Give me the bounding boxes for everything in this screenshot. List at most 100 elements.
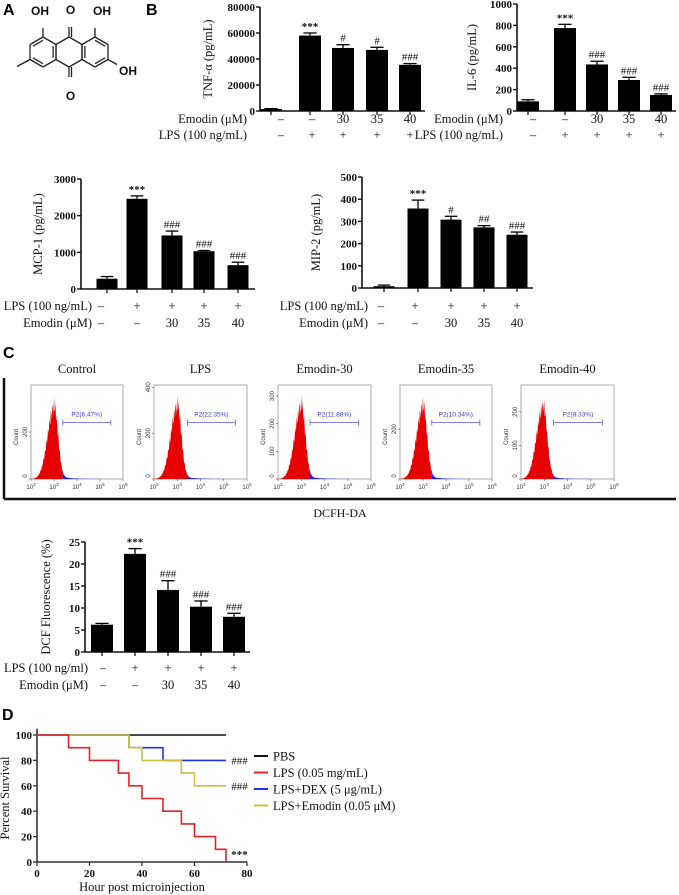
treatment-value: 35 <box>195 678 208 692</box>
double-bond <box>32 57 44 65</box>
x-tick-exponent: 6 <box>125 482 128 487</box>
treatment-value: 40 <box>404 112 417 126</box>
treatment-value: 30 <box>591 112 604 126</box>
significance-label: # <box>374 35 380 47</box>
y-tick-label: 60 <box>21 781 33 793</box>
x-tick-label: 20 <box>84 868 96 880</box>
bar-chart-mcp1: 0 1000 2000 3000 MCP-1 (pg/mL) *** ### ### ### LP… <box>4 174 255 330</box>
y-axis-label: IL-6 (pg/mL) <box>465 24 479 91</box>
treatment-value: + <box>168 299 175 313</box>
treatment-value: 35 <box>623 112 636 126</box>
x-tick-base: 10 <box>273 485 280 491</box>
atom-label: O <box>66 3 75 17</box>
y-tick-label: 40 <box>21 806 33 818</box>
treatment-value: + <box>197 661 204 675</box>
y-tick-label: 500 <box>341 172 358 184</box>
x-tick-base: 10 <box>563 485 570 491</box>
y-tick-label: 300 <box>341 216 358 228</box>
treatment-value: – <box>411 316 419 330</box>
y-axis-label: Count <box>14 429 20 445</box>
x-tick-exponent: 4 <box>570 482 573 487</box>
treatment-row-label: Emodin (μM) <box>23 316 92 330</box>
x-tick-base: 10 <box>297 485 304 491</box>
histogram-area-below-gate <box>278 395 311 479</box>
bar <box>227 265 249 289</box>
bond <box>68 58 83 68</box>
x-tick-label: 104 <box>441 482 451 491</box>
y-tick-label: 5 <box>75 625 81 637</box>
bond <box>81 36 96 46</box>
x-tick-base: 10 <box>219 485 226 491</box>
x-tick-label: 104 <box>320 482 330 491</box>
treatment-value: + <box>480 299 487 313</box>
histogram-area-below-gate <box>521 399 554 479</box>
y-axis-label: MCP-1 (pg/mL) <box>31 193 45 275</box>
gate-label: P2(22.35%) <box>194 412 228 419</box>
significance-label: *** <box>127 537 144 549</box>
y-tick-label: 200 <box>23 426 29 437</box>
y-axis-label: Count <box>137 429 143 445</box>
x-tick-base: 10 <box>173 485 180 491</box>
significance-label: ## <box>479 214 491 226</box>
x-tick-base: 10 <box>26 485 33 491</box>
x-tick-base: 10 <box>196 485 203 491</box>
x-tick-exponent: 2 <box>156 482 159 487</box>
x-tick-label: 103 <box>540 482 550 491</box>
treatment-value: + <box>625 128 632 142</box>
treatment-value: + <box>406 128 413 142</box>
x-tick-exponent: 2 <box>33 482 36 487</box>
significance-label: ### <box>231 781 248 793</box>
x-tick-label: 80 <box>242 868 254 880</box>
bar <box>366 49 388 111</box>
x-tick-exponent: 4 <box>79 482 82 487</box>
y-tick-label: 400 <box>496 63 513 75</box>
treatment-value: – <box>277 128 285 142</box>
treatment-value: – <box>529 112 537 126</box>
x-tick-exponent: 6 <box>616 482 619 487</box>
y-tick-label: 0 <box>270 474 276 478</box>
treatment-value: + <box>561 128 568 142</box>
x-tick-label: 103 <box>49 482 59 491</box>
panel-label-b: B <box>146 2 158 19</box>
x-tick-exponent: 5 <box>593 482 596 487</box>
atom-label: O <box>66 89 75 103</box>
treatment-value: + <box>234 299 241 313</box>
bar <box>586 64 608 111</box>
hydroxyl-bond <box>107 58 118 66</box>
histogram-area-above-gate <box>187 474 247 479</box>
bond <box>42 36 57 46</box>
y-tick-label: 0 <box>146 474 152 478</box>
treatment-value: + <box>373 128 380 142</box>
bar <box>407 208 429 288</box>
x-tick-exponent: 2 <box>523 482 526 487</box>
treatment-value: – <box>99 678 107 692</box>
treatment-value: 40 <box>655 112 668 126</box>
x-tick-label: 104 <box>196 482 206 491</box>
y-tick-label: 200 <box>513 406 519 417</box>
legend-label: PBS <box>273 750 295 764</box>
bar-chart-il6: 0 200 400 600 800 1000 IL-6 (pg/mL) *** ### ### ##… <box>415 0 676 142</box>
x-tick-label: 40 <box>137 868 149 880</box>
legend-label: LPS+Emodin (0.05 μM) <box>273 799 395 813</box>
treatment-value: 35 <box>478 316 491 330</box>
double-bond <box>94 39 106 47</box>
x-tick-label: 105 <box>586 482 596 491</box>
y-axis-label: Count <box>504 429 510 445</box>
double-bond <box>94 57 106 65</box>
flow-cytometry-panel: DCFH-DAControlP2(6.47%)0200Count10210310… <box>2 362 676 520</box>
significance-label: ### <box>653 82 670 94</box>
x-tick-exponent: 6 <box>494 482 497 487</box>
bar <box>299 35 321 111</box>
histogram-title: Emodin-30 <box>296 362 352 376</box>
y-tick-label: 100 <box>513 440 519 451</box>
significance-label: *** <box>557 12 574 24</box>
y-tick-label: 80 <box>21 755 33 767</box>
y-tick-label: 3000 <box>54 174 77 186</box>
treatment-value: + <box>164 661 171 675</box>
bond <box>55 36 70 46</box>
treatment-value: – <box>131 678 139 692</box>
bond <box>29 36 44 46</box>
